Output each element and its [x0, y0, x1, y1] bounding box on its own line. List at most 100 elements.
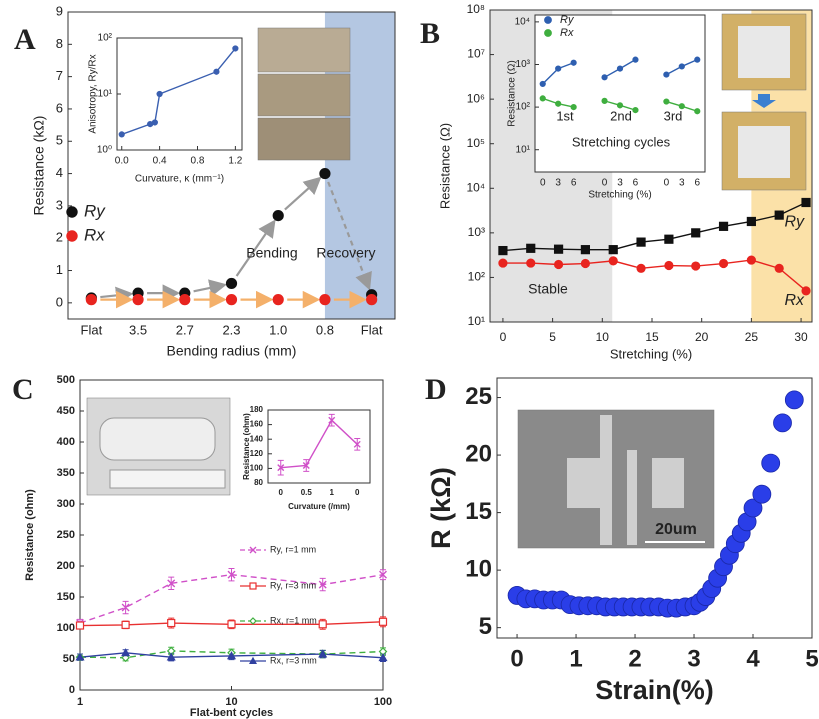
series-line — [79, 573, 384, 624]
marker — [555, 65, 562, 72]
marker — [664, 234, 674, 244]
marker — [539, 80, 546, 88]
marker — [526, 243, 536, 253]
x-tick-label: 0.5 — [301, 488, 313, 497]
y-tick-label: 120 — [250, 449, 264, 458]
marker — [132, 294, 144, 306]
x-tick-label: 1 — [330, 488, 335, 497]
annotation: 3rd — [664, 108, 683, 123]
marker — [663, 71, 670, 78]
x-tick-label: 0 — [664, 178, 670, 189]
y-tick-label: 1 — [56, 262, 63, 277]
x-tick-label: 20 — [695, 330, 709, 344]
y-tick-label: 400 — [57, 436, 75, 448]
y-tick-label: 9 — [56, 3, 63, 18]
y-axis-label: R (kΩ) — [426, 467, 456, 549]
y-tick-label: 10 — [465, 555, 492, 582]
panel-label: A — [14, 23, 36, 56]
marker — [366, 294, 378, 306]
arrow — [284, 176, 322, 211]
legend-marker — [249, 617, 257, 625]
legend-label: Ry, r=1 mm — [270, 544, 316, 554]
marker — [226, 651, 237, 660]
x-tick-label: 3.5 — [129, 322, 147, 337]
y-tick-label: 10⁷ — [467, 47, 485, 61]
marker — [213, 68, 220, 75]
legend-label: Rx, r=3 mm — [270, 655, 317, 665]
series-line — [79, 652, 384, 659]
marker — [539, 95, 546, 102]
marker — [678, 103, 685, 110]
x-tick-label: 1 — [77, 696, 83, 708]
y-tick-label: 5 — [56, 133, 63, 148]
marker — [774, 210, 784, 220]
y-axis-label: Resistance (ohm) — [242, 413, 251, 480]
marker — [179, 294, 191, 306]
x-axis-label: Bending radius (mm) — [167, 343, 297, 359]
y-tick-label: 3 — [56, 197, 63, 212]
x-tick-label: Flat — [81, 322, 103, 337]
x-tick-label: 2 — [628, 645, 641, 672]
x-tick-label: 6 — [633, 178, 639, 189]
marker — [378, 653, 388, 662]
y-tick-label: 10¹ — [98, 89, 113, 100]
photo-pad — [567, 458, 601, 508]
marker — [746, 216, 756, 227]
series-end-label: Ry — [784, 214, 805, 231]
series-line — [280, 419, 358, 469]
x-tick-label: 1.0 — [269, 322, 287, 337]
y-tick-label: 250 — [57, 529, 75, 541]
x-tick-label: 0 — [602, 178, 608, 189]
y-tick-label: 10³ — [516, 59, 531, 70]
photo-ruler — [109, 469, 226, 489]
marker — [601, 74, 608, 81]
x-tick-label: 0 — [510, 645, 523, 672]
x-tick-label: 0 — [355, 488, 360, 497]
marker — [664, 260, 674, 271]
marker — [774, 263, 784, 273]
x-tick-label: 2.7 — [176, 322, 194, 337]
series-line — [79, 650, 384, 659]
photo-tube — [99, 417, 216, 461]
legend-label: Ry, r=3 mm — [270, 580, 316, 590]
photo-pad — [652, 458, 684, 508]
plot-area — [268, 410, 370, 483]
y-tick-label: 300 — [57, 498, 75, 510]
plot-area — [117, 38, 242, 150]
marker — [328, 416, 336, 424]
marker — [319, 167, 331, 180]
marker — [118, 131, 125, 138]
marker — [663, 98, 670, 105]
x-tick-label: 3 — [679, 178, 685, 189]
annotation: 1st — [556, 108, 574, 123]
marker — [608, 256, 618, 266]
marker — [151, 119, 158, 126]
marker — [75, 621, 85, 630]
y-tick-label: 50 — [63, 653, 75, 665]
y-axis-label: Resistance (ohm) — [24, 489, 36, 581]
y-tick-label: 10⁸ — [467, 2, 485, 16]
y-tick-label: 2 — [56, 230, 63, 245]
x-tick-label: 0.8 — [316, 322, 334, 337]
y-tick-label: 8 — [56, 36, 63, 51]
arrow — [235, 219, 276, 277]
marker — [318, 620, 327, 629]
marker — [718, 258, 729, 269]
y-tick-label: 10⁰ — [97, 145, 112, 156]
marker — [636, 263, 646, 273]
marker — [121, 620, 130, 630]
y-tick-label: 10² — [98, 33, 113, 44]
x-tick-label: 15 — [645, 330, 659, 344]
marker — [227, 570, 236, 579]
marker — [66, 230, 78, 242]
x-tick-label: 100 — [374, 696, 392, 708]
marker — [601, 97, 608, 104]
y-tick-label: 10⁶ — [467, 91, 485, 105]
marker — [353, 440, 361, 448]
x-tick-label: 3 — [617, 178, 623, 189]
arrow — [193, 279, 227, 297]
x-tick-label: 30 — [794, 330, 808, 344]
y-tick-label: 200 — [57, 560, 75, 572]
